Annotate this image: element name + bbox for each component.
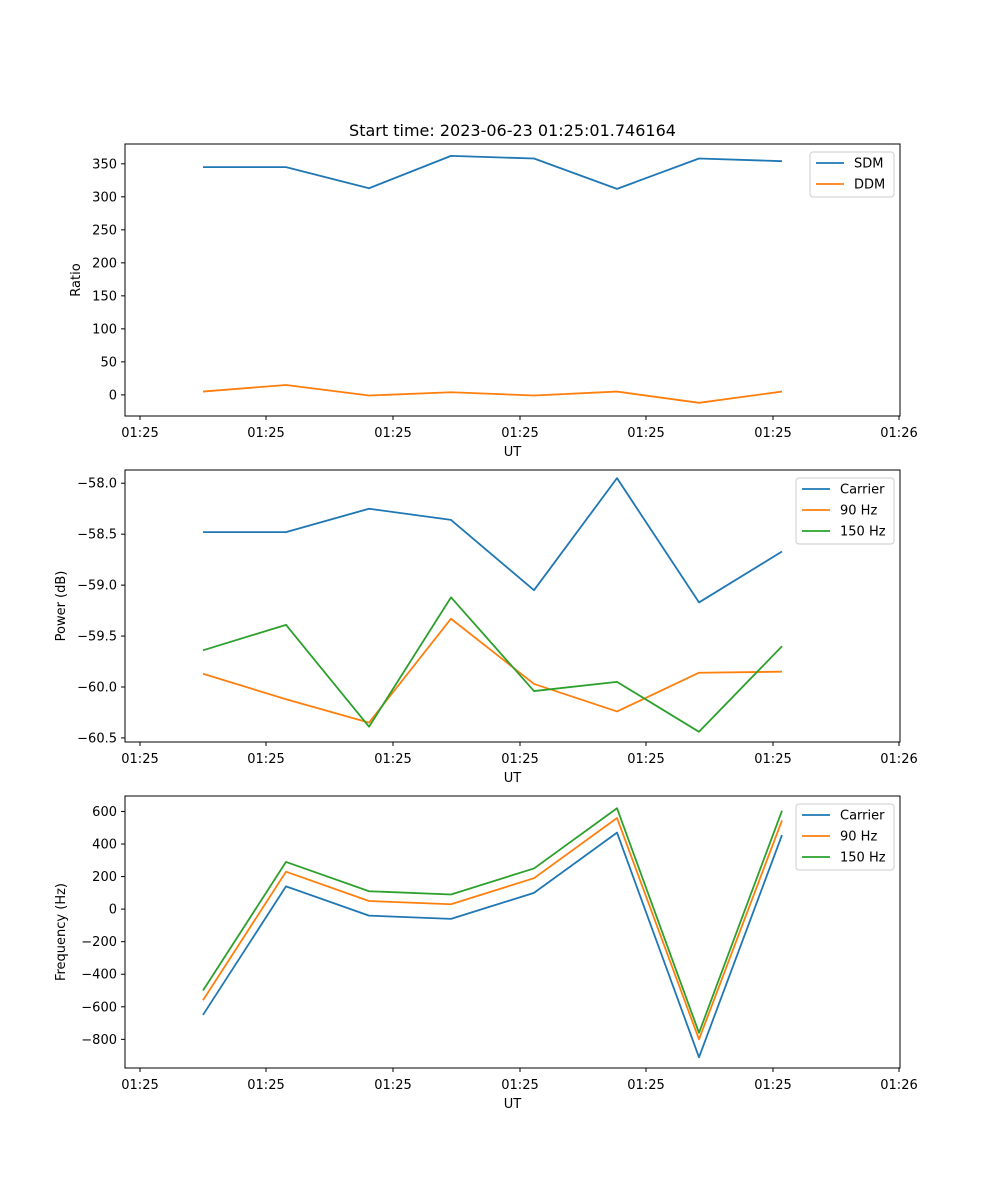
x-tick-label: 01:25 <box>121 1078 158 1093</box>
legend-label: SDM <box>854 157 883 172</box>
ratio-chart: 0 50 100 150 200 250 300 350 01:25 01:25 01:25 01:2… <box>69 143 918 460</box>
y-tick-label: −60.5 <box>77 731 117 746</box>
x-tick-label: 01:25 <box>247 1078 284 1093</box>
legend-label: 150 Hz <box>840 525 886 540</box>
y-tick-label: 150 <box>92 289 117 304</box>
legend-frame <box>795 803 895 871</box>
series-line-carrier <box>202 831 783 1059</box>
figure-title: Start time: 2023-06-23 01:25:01.746164 <box>349 121 676 140</box>
legend: SDM DDM <box>809 151 895 198</box>
y-tick-label: 200 <box>92 870 117 885</box>
x-tick-label: 01:25 <box>754 752 791 767</box>
y-axis-label: Power (dB) <box>54 571 69 642</box>
x-axis-label: UT <box>504 445 522 460</box>
y-tick-label: 100 <box>92 322 117 337</box>
x-axis-label: UT <box>504 771 522 786</box>
frequency-chart: −800 −600 −400 −200 0 200 400 600 01:25 01:25 01:2… <box>54 795 918 1112</box>
legend: Carrier 90 Hz 150 Hz <box>795 803 895 871</box>
x-tick-label: 01:26 <box>880 1078 917 1093</box>
y-tick-label: 400 <box>92 838 117 853</box>
y-axis-label: Frequency (Hz) <box>54 883 69 981</box>
y-tick-label: −60.0 <box>77 680 117 695</box>
y-tick-label: −58.0 <box>77 477 117 492</box>
y-tick-label: 350 <box>92 157 117 172</box>
y-tick-label: −400 <box>81 968 117 983</box>
series-line-ddm <box>202 384 783 404</box>
x-tick-label: 01:25 <box>501 752 538 767</box>
y-tick-label: 50 <box>100 355 117 370</box>
x-tick-label: 01:26 <box>880 426 917 441</box>
x-tick-label: 01:25 <box>627 752 664 767</box>
series-line-sdm <box>203 154 783 190</box>
x-tick-label: 01:25 <box>374 752 411 767</box>
y-tick-label: 0 <box>109 388 117 403</box>
y-tick-label: 600 <box>92 805 117 820</box>
x-tick-label: 01:25 <box>501 426 538 441</box>
power-chart: −60.5 −60.0 −59.5 −59.0 −58.5 −58.0 01:25 01:25… <box>54 469 918 786</box>
y-tick-label: −200 <box>81 935 117 950</box>
series-line-150-hz <box>202 807 783 1034</box>
legend: Carrier 90 Hz 150 Hz <box>795 477 895 545</box>
y-tick-label: 0 <box>109 903 117 918</box>
legend-label: 90 Hz <box>840 504 877 519</box>
series-line-carrier <box>203 477 783 604</box>
legend-label: Carrier <box>840 483 885 498</box>
y-axis-label: Ratio <box>69 263 84 296</box>
legend-label: 90 Hz <box>840 830 877 845</box>
x-tick-label: 01:25 <box>627 426 664 441</box>
plot-frame <box>124 795 901 1069</box>
x-tick-label: 01:25 <box>121 752 158 767</box>
y-tick-label: −59.0 <box>77 579 117 594</box>
series-line-150-hz <box>202 596 783 733</box>
y-tick-label: −800 <box>81 1033 117 1048</box>
x-tick-label: 01:26 <box>880 752 917 767</box>
y-tick-label: 300 <box>92 190 117 205</box>
y-tick-label: −58.5 <box>77 528 117 543</box>
y-tick-label: −600 <box>81 1000 117 1015</box>
x-tick-label: 01:25 <box>121 426 158 441</box>
x-tick-label: 01:25 <box>754 1078 791 1093</box>
y-tick-label: 250 <box>92 223 117 238</box>
x-tick-label: 01:25 <box>247 426 284 441</box>
plot-frame <box>124 469 901 743</box>
series-line-90-hz <box>202 617 783 724</box>
y-tick-label: 200 <box>92 256 117 271</box>
legend-label: Carrier <box>840 809 885 824</box>
series-line-90-hz <box>202 817 783 1041</box>
x-tick-label: 01:25 <box>247 752 284 767</box>
x-tick-label: 01:25 <box>627 1078 664 1093</box>
x-tick-label: 01:25 <box>501 1078 538 1093</box>
x-axis-label: UT <box>504 1097 522 1112</box>
legend-frame <box>795 477 895 545</box>
x-tick-label: 01:25 <box>754 426 791 441</box>
x-tick-label: 01:25 <box>374 1078 411 1093</box>
legend-label: DDM <box>854 178 885 193</box>
y-tick-label: −59.5 <box>77 630 117 645</box>
x-tick-label: 01:25 <box>374 426 411 441</box>
legend-label: 150 Hz <box>840 851 886 866</box>
plot-frame <box>124 143 901 417</box>
